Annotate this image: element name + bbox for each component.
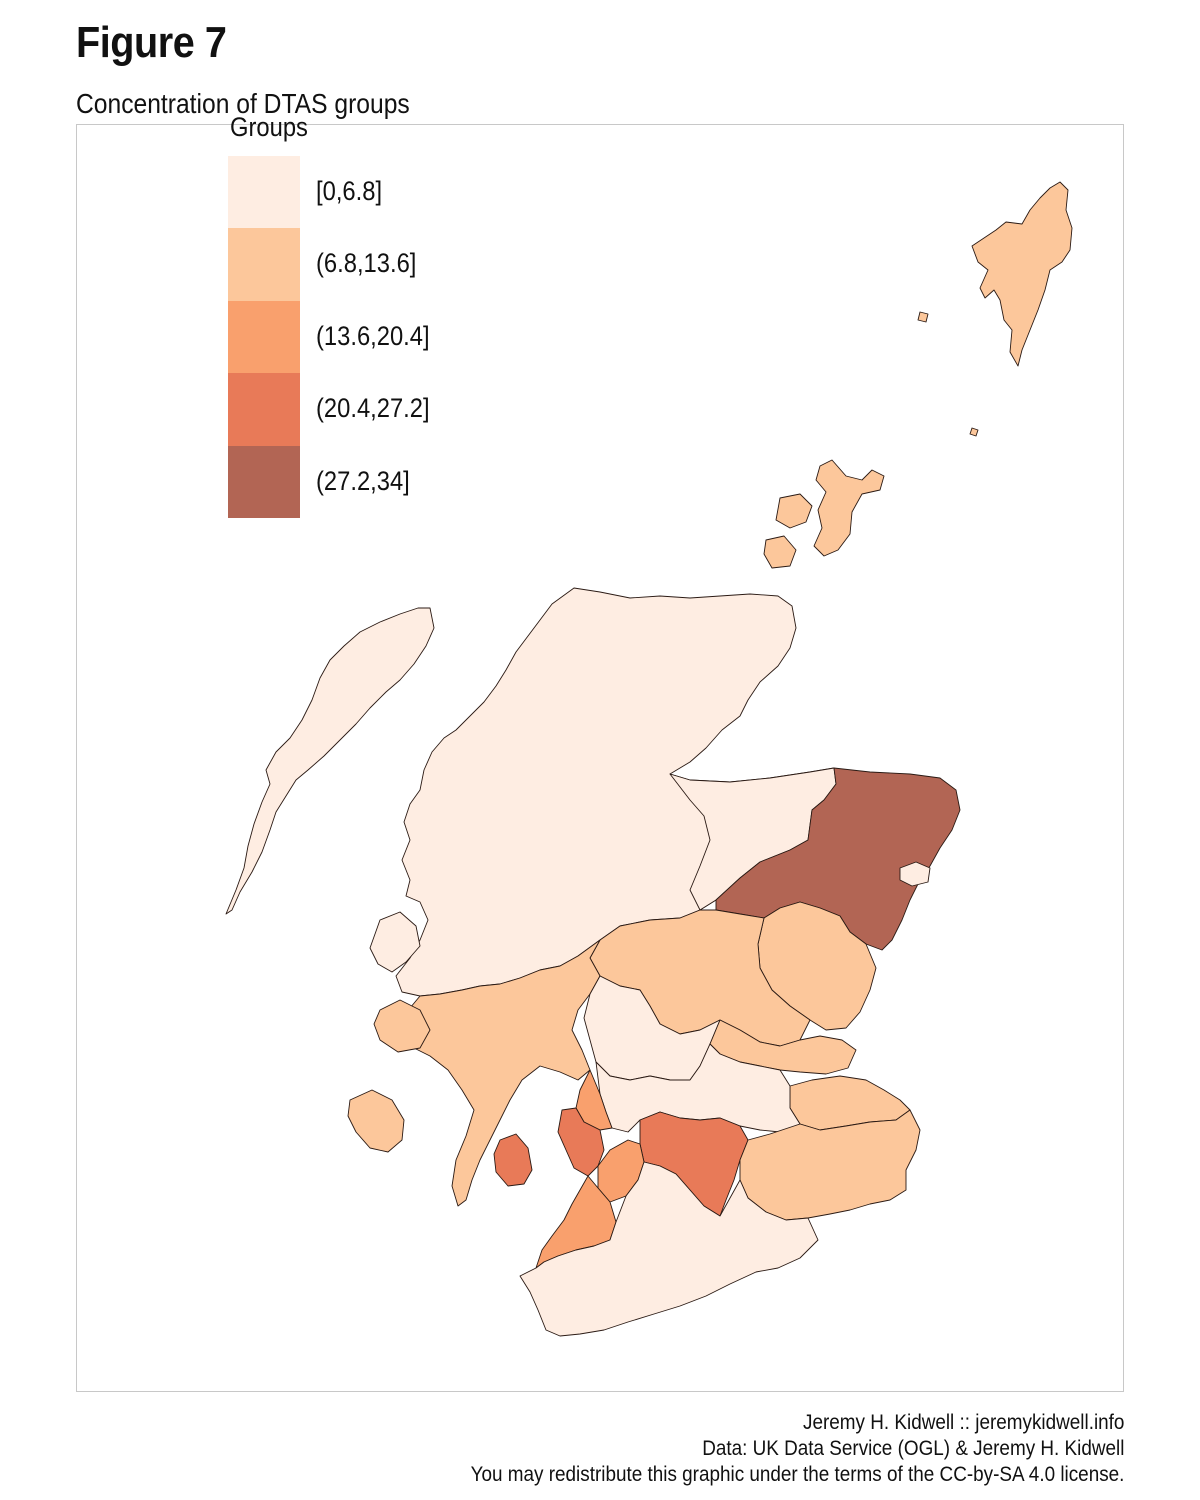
legend-title: Groups [230, 112, 308, 142]
legend-label: (13.6,20.4] [316, 320, 430, 351]
region-arran [493, 1133, 533, 1187]
region-fair-isle [969, 427, 979, 437]
legend-item: [0,6.8] [228, 156, 528, 229]
map-panel [76, 124, 1124, 1392]
legend-label: [0,6.8] [316, 176, 383, 206]
caption: Jeremy H. Kidwell :: jeremykidwell.info … [398, 1410, 1124, 1488]
region-argyll-bute [403, 939, 601, 1207]
legend-label: (27.2,34] [316, 465, 410, 496]
caption-license: You may redistribute this graphic under … [470, 1463, 1124, 1486]
legend-item: (20.4,27.2] [228, 373, 528, 446]
region-islay [347, 1089, 405, 1153]
caption-author: Jeremy H. Kidwell :: jeremykidwell.info [802, 1411, 1124, 1434]
region-mull [373, 999, 431, 1053]
region-aberdeen-city [899, 861, 931, 887]
legend-swatch [228, 156, 300, 229]
legend-label: (6.8,13.6] [316, 248, 417, 279]
legend-item: (13.6,20.4] [228, 300, 528, 374]
legend: [0,6.8] (6.8,13.6] (13.6,20.4] (20.4,27.… [228, 156, 528, 518]
region-orkney [763, 459, 885, 569]
legend-item: (27.2,34] [228, 445, 528, 518]
legend-swatch [228, 228, 300, 301]
region-shetland-isle [917, 311, 929, 323]
figure-title: Figure 7 [76, 18, 227, 67]
region-shetland [971, 181, 1073, 367]
region-dumfries-galloway [519, 1161, 819, 1337]
legend-item: (6.8,13.6] [228, 228, 528, 301]
legend-swatch [228, 373, 300, 446]
legend-swatch [228, 445, 300, 518]
region-skye [369, 911, 421, 973]
legend-swatch [228, 300, 300, 374]
region-central-belt [595, 1043, 801, 1133]
legend-label: (20.4,27.2] [316, 393, 430, 424]
region-western-isles [225, 607, 435, 915]
figure-subtitle: Concentration of DTAS groups [76, 88, 410, 119]
caption-data-source: Data: UK Data Service (OGL) & Jeremy H. … [701, 1437, 1124, 1460]
